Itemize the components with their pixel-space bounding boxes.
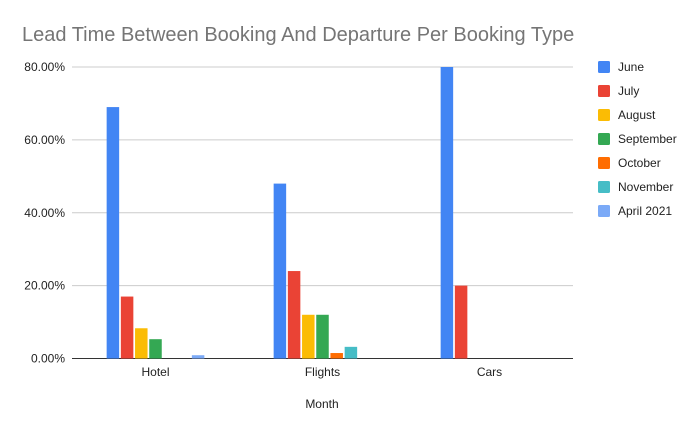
bar xyxy=(316,314,329,359)
y-tick-label: 0.00% xyxy=(31,352,65,366)
x-axis-title: Month xyxy=(305,397,338,411)
legend-swatch xyxy=(598,205,610,217)
y-tick-label: 20.00% xyxy=(24,279,65,293)
bar xyxy=(120,296,134,359)
bar xyxy=(273,183,287,359)
legend-swatch xyxy=(598,157,610,169)
legend-label: August xyxy=(618,108,656,122)
x-tick-label: Cars xyxy=(477,365,502,379)
y-tick-label: 80.00% xyxy=(24,60,65,74)
bar xyxy=(440,67,454,359)
legend-label: July xyxy=(618,84,639,98)
chart-title: Lead Time Between Booking And Departure … xyxy=(22,24,574,46)
bar xyxy=(344,346,358,359)
legend-swatch xyxy=(598,85,610,97)
y-tick-label: 60.00% xyxy=(24,133,65,147)
legend: June July August September October November Ap… xyxy=(598,60,677,218)
bar xyxy=(454,285,468,359)
x-tick-label: Flights xyxy=(305,365,340,379)
legend-label: October xyxy=(618,156,661,170)
legend-label: November xyxy=(618,180,673,194)
bar xyxy=(302,314,315,359)
x-tick-label: Hotel xyxy=(141,365,169,379)
legend-swatch xyxy=(598,133,610,145)
legend-label: September xyxy=(618,132,677,146)
gridlines xyxy=(72,66,573,359)
bar xyxy=(330,353,343,359)
legend-label: April 2021 xyxy=(618,204,672,218)
bar xyxy=(149,339,162,359)
x-axis-ticks: Hotel Flights Cars xyxy=(141,365,502,379)
legend-label: June xyxy=(618,60,644,74)
bar xyxy=(191,355,205,359)
y-axis-ticks: 0.00% 20.00% 40.00% 60.00% 80.00% xyxy=(24,60,65,366)
y-tick-label: 40.00% xyxy=(24,206,65,220)
legend-swatch xyxy=(598,109,610,121)
bar xyxy=(287,271,301,359)
legend-swatch xyxy=(598,181,610,193)
bar xyxy=(106,107,120,359)
legend-swatch xyxy=(598,61,610,73)
bar xyxy=(135,328,148,359)
bars xyxy=(106,67,468,359)
